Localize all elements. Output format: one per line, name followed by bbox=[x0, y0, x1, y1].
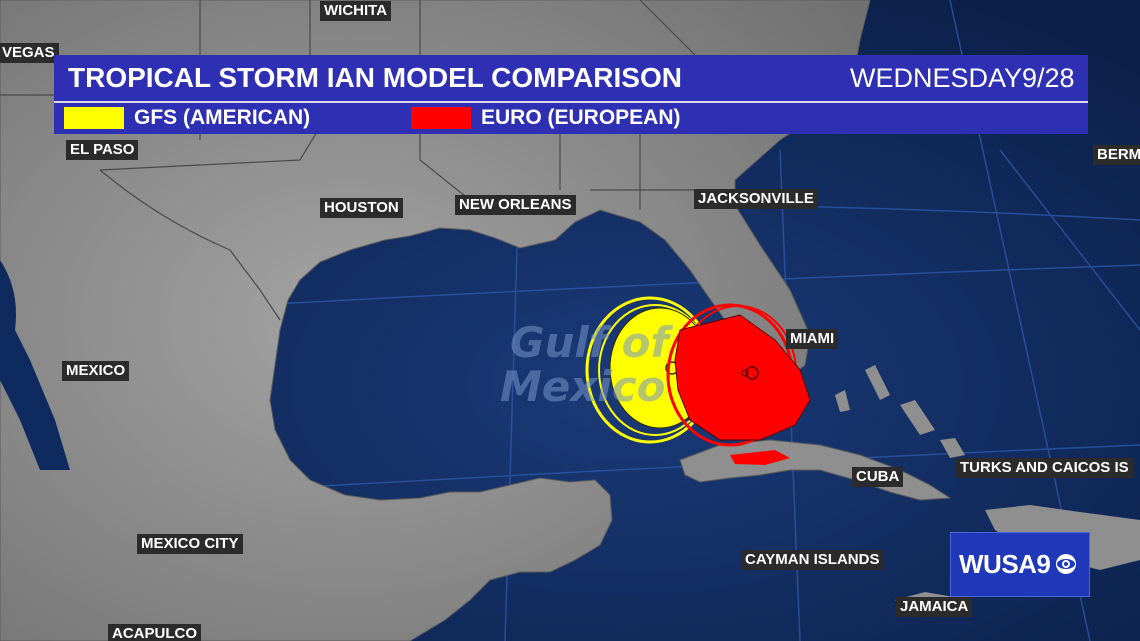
city-label-acapulco: ACAPULCO bbox=[108, 624, 201, 641]
page-title: TROPICAL STORM IAN MODEL COMPARISON bbox=[68, 62, 682, 93]
legend: GFS (AMERICAN) EURO (EUROPEAN) bbox=[54, 103, 1088, 134]
city-label-jacksonville: JACKSONVILLE bbox=[694, 189, 818, 209]
city-label-wichita: WICHITA bbox=[320, 1, 392, 21]
city-label-jamaica: JAMAICA bbox=[896, 597, 973, 617]
city-label-cuba: CUBA bbox=[852, 467, 904, 487]
date-label: 9/28 bbox=[1022, 63, 1075, 93]
city-label-mexico-city: MEXICO CITY bbox=[137, 534, 243, 554]
logo-text: WUSA9 bbox=[959, 549, 1051, 579]
day-label: WEDNESDAY bbox=[850, 63, 1023, 93]
legend-label-gfs: GFS (AMERICAN) bbox=[134, 106, 311, 129]
legend-swatch-gfs bbox=[64, 107, 124, 129]
title-bar: TROPICAL STORM IAN MODEL COMPARISON WEDN… bbox=[54, 55, 1088, 103]
station-logo: WUSA9 bbox=[950, 532, 1090, 597]
legend-label-euro: EURO (EUROPEAN) bbox=[481, 106, 681, 129]
city-label-el-paso: EL PASO bbox=[66, 140, 139, 160]
baja-coast bbox=[0, 260, 70, 470]
city-label-turks-caicos: TURKS AND CAICOS IS bbox=[956, 458, 1133, 478]
cbs-eye-icon bbox=[1056, 554, 1076, 574]
north-america-land bbox=[0, 0, 871, 641]
city-label-bermuda: BERM bbox=[1093, 145, 1140, 165]
gulf-label-line1: Gulf of bbox=[510, 318, 669, 367]
gulf-label-line2: Mexico bbox=[500, 362, 666, 411]
city-label-cayman-islands: CAYMAN ISLANDS bbox=[741, 550, 884, 570]
euro-storm-swath bbox=[666, 303, 811, 465]
city-label-new-orleans: NEW ORLEANS bbox=[455, 195, 576, 215]
header-banner: TROPICAL STORM IAN MODEL COMPARISON WEDN… bbox=[54, 55, 1088, 134]
city-label-houston: HOUSTON bbox=[320, 198, 403, 218]
city-label-vegas: VEGAS bbox=[0, 43, 59, 63]
city-label-mexico: MEXICO bbox=[62, 361, 130, 381]
bahamas-islands bbox=[835, 365, 965, 458]
legend-swatch-euro bbox=[411, 107, 471, 129]
city-label-miami: MIAMI bbox=[786, 329, 839, 349]
